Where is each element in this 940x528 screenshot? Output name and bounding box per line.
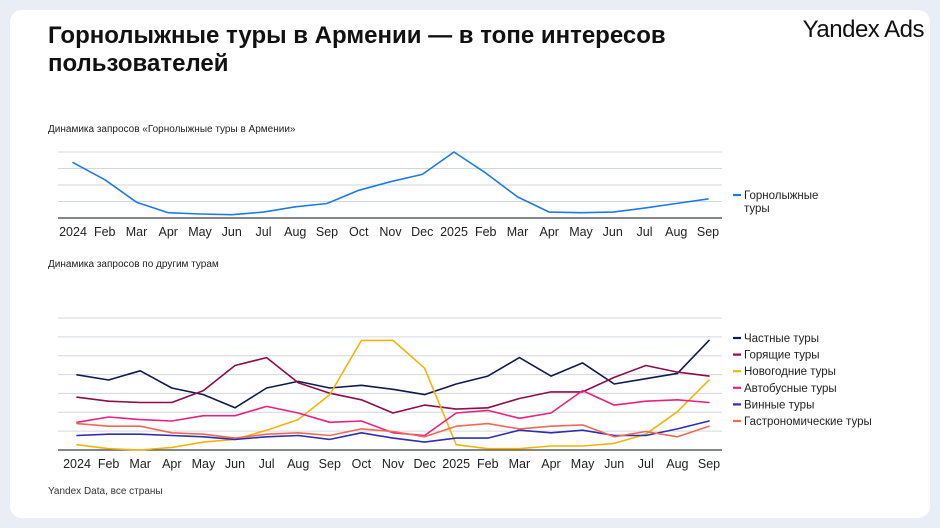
x-tick-label: Apr <box>159 225 178 239</box>
x-tick-label: 2025 <box>442 457 470 471</box>
series-line <box>76 339 710 409</box>
data-source-note: Yandex Data, все страны <box>48 486 163 497</box>
series-line <box>76 420 710 443</box>
x-tick-label: Feb <box>475 225 497 239</box>
legend-label: Горнолыжные <box>744 190 818 202</box>
x-tick-label: 2024 <box>59 225 87 239</box>
page-title: Горнолыжные туры в Армении — в топе инте… <box>48 22 666 77</box>
x-tick-label: Mar <box>129 457 151 471</box>
legend-label: Автобусные туры <box>744 383 837 395</box>
x-tick-label: Nov <box>382 457 405 471</box>
x-tick-label: 2025 <box>440 225 468 239</box>
yandex-ads-logo: Yandex Ads <box>802 16 925 43</box>
legend-label: Новогодние туры <box>744 366 836 378</box>
legend-label: Гастрономические туры <box>744 416 872 428</box>
x-tick-label: Aug <box>666 457 688 471</box>
x-tick-label: Jun <box>604 457 624 471</box>
x-tick-label: Sep <box>697 225 719 239</box>
x-tick-label: Mar <box>507 225 529 239</box>
x-tick-label: Nov <box>379 225 402 239</box>
x-tick-label: May <box>571 457 595 471</box>
x-tick-label: Sep <box>698 457 720 471</box>
x-tick-label: 2024 <box>63 457 91 471</box>
x-tick-label: May <box>192 457 216 471</box>
x-tick-label: Feb <box>94 225 116 239</box>
x-tick-label: Aug <box>287 457 309 471</box>
x-tick-label: Jun <box>603 225 623 239</box>
x-tick-label: Jul <box>638 457 654 471</box>
series-line <box>76 389 710 437</box>
x-tick-label: Oct <box>352 457 372 471</box>
x-tick-label: Jul <box>256 225 272 239</box>
slide-card <box>10 10 930 518</box>
x-tick-label: Mar <box>126 225 148 239</box>
x-tick-label: Apr <box>540 225 559 239</box>
chart-1-title: Динамика запросов «Горнолыжные туры в Ар… <box>48 124 296 135</box>
x-tick-label: Jun <box>225 457 245 471</box>
series-line <box>76 339 710 451</box>
x-tick-label: Sep <box>319 457 341 471</box>
legend-label: туры <box>744 203 770 215</box>
x-tick-label: Feb <box>477 457 499 471</box>
x-tick-label: Dec <box>413 457 435 471</box>
legend-label: Горящие туры <box>744 350 820 362</box>
x-tick-label: Jun <box>222 225 242 239</box>
x-tick-label: Mar <box>509 457 531 471</box>
x-tick-label: Sep <box>316 225 338 239</box>
series-line <box>76 422 710 439</box>
legend-label: Винные туры <box>744 399 814 411</box>
x-tick-label: Jul <box>259 457 275 471</box>
x-tick-label: Aug <box>665 225 687 239</box>
x-tick-label: Feb <box>98 457 120 471</box>
x-tick-label: Apr <box>541 457 560 471</box>
x-tick-label: May <box>569 225 593 239</box>
legend-label: Частные туры <box>744 333 819 345</box>
x-tick-label: May <box>188 225 212 239</box>
series-line <box>72 151 709 216</box>
chart-2-title: Динамика запросов по другим турам <box>48 259 219 270</box>
x-tick-label: Aug <box>284 225 306 239</box>
x-tick-label: Apr <box>162 457 181 471</box>
x-tick-label: Oct <box>349 225 369 239</box>
x-tick-label: Dec <box>411 225 433 239</box>
x-tick-label: Jul <box>637 225 653 239</box>
series-line <box>76 356 710 414</box>
